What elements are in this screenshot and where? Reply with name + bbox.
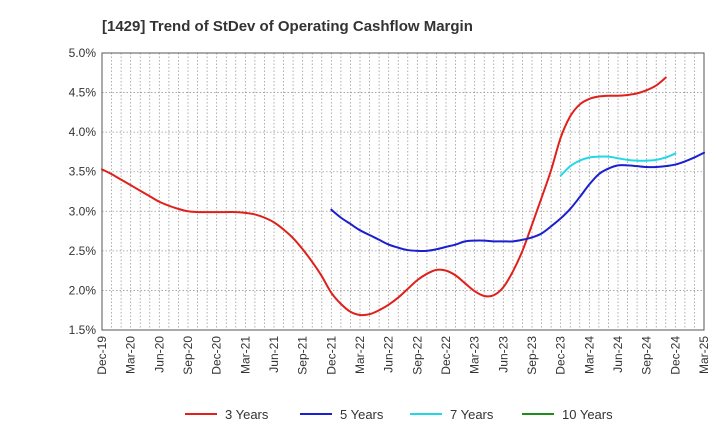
x-tick-label: Mar-23 xyxy=(468,336,482,374)
x-tick-label: Jun-21 xyxy=(267,336,281,373)
x-tick-label: Sep-20 xyxy=(181,336,195,375)
x-tick-label: Jun-20 xyxy=(152,336,166,373)
x-tick-label: Mar-25 xyxy=(697,336,711,374)
y-tick-label: 3.5% xyxy=(69,165,97,179)
x-tick-label: Sep-23 xyxy=(525,336,539,375)
x-tick-label: Jun-23 xyxy=(496,336,510,373)
series-lines xyxy=(101,76,705,317)
x-tick-label: Mar-21 xyxy=(238,336,252,374)
legend-label: 7 Years xyxy=(450,407,494,422)
x-tick-label: Dec-20 xyxy=(210,336,224,375)
y-tick-label: 2.5% xyxy=(69,244,97,258)
y-tick-label: 4.5% xyxy=(69,86,97,100)
legend-label: 3 Years xyxy=(225,407,269,422)
x-tick-label: Mar-20 xyxy=(124,336,138,374)
x-tick-label: Jun-22 xyxy=(382,336,396,373)
series-line-5-years xyxy=(330,151,705,253)
y-tick-label: 5.0% xyxy=(69,46,97,60)
x-tick-label: Dec-22 xyxy=(439,336,453,375)
y-tick-label: 4.0% xyxy=(69,125,97,139)
legend: 3 Years 5 Years 7 Years 10 Years xyxy=(185,407,613,422)
x-tick-label: Dec-23 xyxy=(554,336,568,375)
x-axis-ticks: Dec-19 Mar-20 Jun-20 Sep-20 Dec-20 Mar-21 Jun-… xyxy=(95,336,711,375)
x-tick-label: Sep-24 xyxy=(640,336,654,375)
chart-title: [1429] Trend of StDev of Operating Cashf… xyxy=(102,18,473,35)
series-line-3-years xyxy=(101,76,667,317)
plot-frame xyxy=(101,52,705,331)
series-line-7-years xyxy=(559,152,677,177)
x-tick-label: Dec-24 xyxy=(668,336,682,375)
y-axis-ticks: 1.5% 2.0% 2.5% 3.0% 3.5% 4.0% 4.5% 5.0% xyxy=(69,46,97,337)
vertical-grid xyxy=(111,53,695,330)
x-tick-label: Mar-24 xyxy=(582,336,596,374)
x-tick-label: Mar-22 xyxy=(353,336,367,374)
x-tick-label: Sep-21 xyxy=(296,336,310,375)
y-tick-label: 3.0% xyxy=(69,204,97,218)
x-tick-label: Jun-24 xyxy=(611,336,625,373)
legend-label: 10 Years xyxy=(562,407,613,422)
y-tick-label: 2.0% xyxy=(69,283,97,297)
x-tick-label: Dec-21 xyxy=(324,336,338,375)
x-tick-label: Sep-22 xyxy=(410,336,424,375)
legend-label: 5 Years xyxy=(340,407,384,422)
x-tick-label: Dec-19 xyxy=(95,336,109,375)
y-tick-label: 1.5% xyxy=(69,323,97,337)
